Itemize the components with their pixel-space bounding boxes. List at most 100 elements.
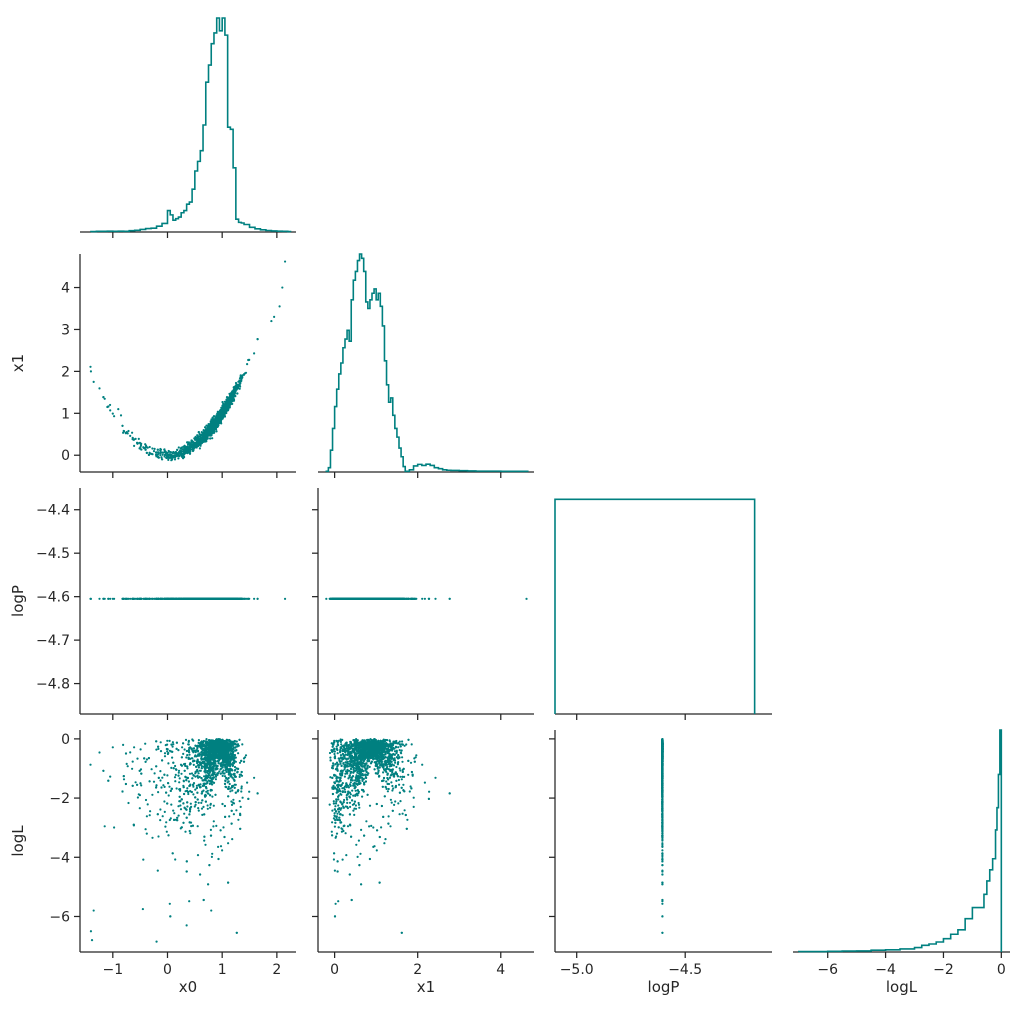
- data-point: [131, 438, 134, 441]
- data-point: [122, 431, 125, 434]
- data-point: [244, 371, 248, 374]
- data-point: [148, 451, 151, 454]
- data-point: [124, 432, 127, 435]
- data-point: [176, 448, 179, 451]
- data-point: [165, 451, 168, 455]
- data-point: [127, 429, 130, 433]
- data-point: [214, 422, 217, 425]
- data-point: [239, 385, 242, 388]
- y-tick-label: −4.8: [36, 677, 70, 693]
- data-point: [207, 427, 210, 430]
- data-point: [281, 286, 284, 289]
- data-point: [102, 597, 105, 600]
- data-point: [177, 446, 180, 449]
- data-point: [109, 409, 112, 412]
- data-point: [220, 406, 223, 409]
- data-point: [183, 455, 186, 459]
- data-point: [236, 392, 239, 395]
- data-point: [89, 365, 92, 368]
- data-point: [228, 397, 231, 400]
- data-point: [195, 444, 198, 447]
- data-point: [253, 597, 256, 600]
- data-point: [185, 448, 188, 451]
- data-point: [155, 451, 158, 454]
- data-point: [131, 431, 134, 434]
- data-point: [106, 405, 109, 409]
- data-point: [199, 436, 203, 439]
- data-point: [214, 428, 218, 431]
- data-point: [92, 380, 95, 383]
- data-point: [207, 433, 210, 436]
- data-point: [150, 452, 153, 455]
- data-point: [143, 447, 146, 450]
- y-axis-title: x1: [9, 354, 27, 372]
- data-point: [210, 418, 213, 421]
- data-point: [203, 438, 206, 441]
- data-point: [232, 391, 235, 394]
- data-point: [111, 412, 114, 415]
- points-x0-x1: [89, 260, 287, 462]
- data-point: [146, 446, 149, 449]
- data-point: [121, 424, 124, 427]
- data-point: [202, 432, 205, 435]
- data-point: [278, 305, 281, 308]
- data-point: [109, 597, 112, 600]
- data-point: [117, 408, 120, 411]
- data-point: [186, 441, 189, 444]
- data-point: [233, 386, 236, 389]
- data-point: [166, 454, 169, 458]
- data-point: [228, 399, 231, 402]
- data-point: [225, 409, 228, 412]
- y-tick-label: 3: [61, 322, 70, 338]
- data-point: [102, 396, 105, 399]
- data-point: [136, 597, 139, 600]
- data-point: [129, 434, 132, 437]
- data-point: [270, 319, 273, 323]
- data-point: [134, 437, 137, 440]
- data-point: [193, 446, 196, 449]
- data-point: [230, 402, 233, 405]
- data-point: [111, 597, 114, 600]
- data-point: [176, 452, 179, 455]
- data-point: [143, 597, 146, 600]
- data-point: [242, 597, 246, 600]
- data-point: [161, 458, 164, 461]
- data-point: [190, 443, 193, 446]
- data-point: [204, 426, 207, 429]
- data-point: [89, 370, 93, 373]
- data-point: [131, 597, 134, 600]
- data-point: [152, 450, 156, 453]
- data-point: [113, 415, 116, 418]
- data-point: [222, 405, 225, 408]
- data-point: [155, 453, 158, 456]
- data-point: [198, 447, 201, 450]
- data-point: [247, 358, 250, 362]
- data-point: [236, 383, 239, 386]
- data-point: [215, 425, 218, 428]
- data-point: [198, 442, 201, 446]
- panel-x0: [80, 17, 296, 238]
- data-point: [212, 418, 215, 421]
- data-point: [179, 447, 182, 450]
- data-point: [139, 442, 142, 445]
- data-point: [108, 403, 112, 407]
- data-point: [203, 435, 206, 438]
- data-point: [165, 456, 168, 460]
- data-point: [199, 440, 202, 444]
- y-tick-label: −4.6: [36, 590, 70, 606]
- data-point: [172, 451, 175, 454]
- data-point: [209, 437, 212, 440]
- data-point: [137, 437, 140, 440]
- data-point: [151, 447, 154, 450]
- data-point: [208, 429, 211, 432]
- data-point: [163, 448, 166, 451]
- data-point: [233, 394, 236, 397]
- data-point: [188, 452, 192, 455]
- data-point: [253, 352, 256, 355]
- data-point: [170, 459, 173, 462]
- data-point: [211, 437, 214, 440]
- data-point: [283, 260, 287, 263]
- data-point: [215, 430, 218, 433]
- data-point: [173, 458, 177, 461]
